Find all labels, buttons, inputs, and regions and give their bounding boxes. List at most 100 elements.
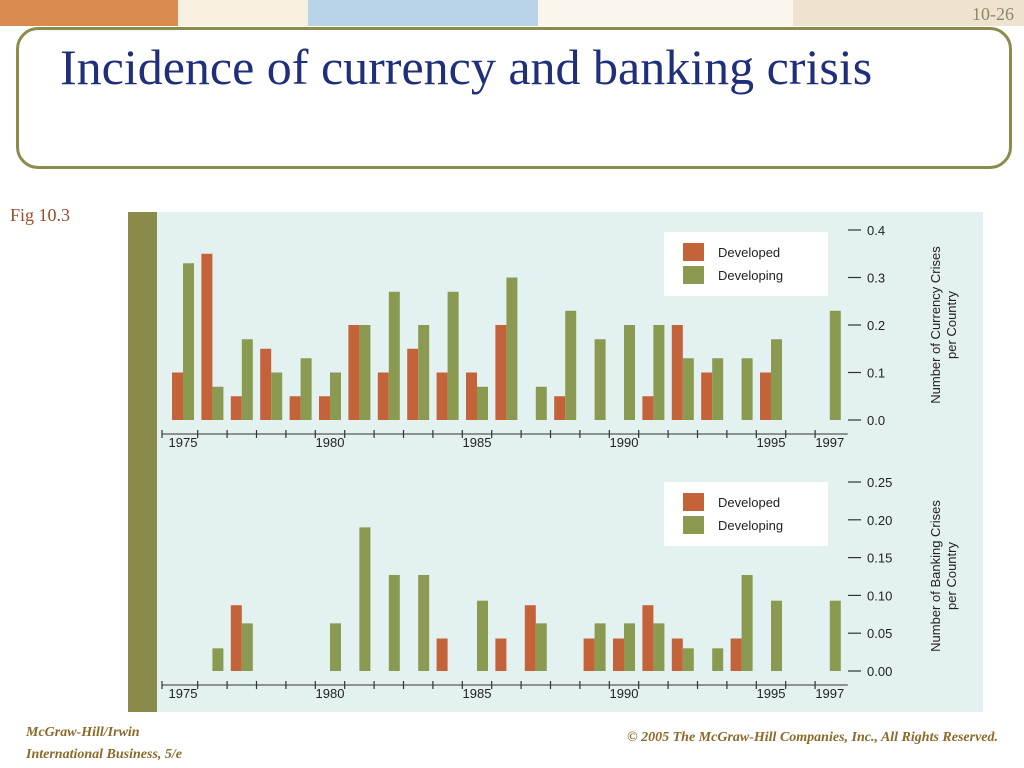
bar-currency-developing-1975 <box>183 263 194 420</box>
bar-currency-developing-1983 <box>418 325 430 420</box>
y-tick-label: 0.4 <box>867 223 885 238</box>
bar-banking-developed-1986 <box>495 638 507 671</box>
bar-currency-developed-1986 <box>495 325 507 420</box>
x-tick-label: 1985 <box>463 435 492 450</box>
bar-currency-developing-1979 <box>300 358 312 420</box>
header-strip-blue <box>308 0 538 26</box>
bar-banking-developed-1989 <box>583 638 595 671</box>
bar-currency-developed-1984 <box>436 372 448 420</box>
legend-label-developed: Developed <box>718 495 780 510</box>
bar-banking-developing-1982 <box>388 574 400 671</box>
bar-banking-developing-1997 <box>829 600 841 671</box>
bar-currency-developed-1977 <box>230 396 242 420</box>
footer-copyright: © 2005 The McGraw-Hill Companies, Inc., … <box>627 730 998 745</box>
legend-swatch-developing <box>683 516 704 534</box>
x-tick-label: 1980 <box>316 435 345 450</box>
bar-currency-developed-1975 <box>172 372 183 420</box>
legend-swatch-developed <box>683 493 704 511</box>
legend-label-developing: Developing <box>718 518 783 533</box>
bar-currency-developing-1995 <box>771 339 782 420</box>
x-tick-label: 1997 <box>815 686 844 701</box>
y-axis-label: Number of Banking Crises per Country <box>928 500 959 652</box>
legend-box <box>664 232 828 296</box>
bar-currency-developing-1986 <box>506 277 518 420</box>
y-tick-label: 0.05 <box>867 626 892 641</box>
bar-banking-developed-1990 <box>613 638 624 671</box>
slide-title: Incidence of currency and banking crisis <box>60 39 873 95</box>
bar-currency-developing-1976 <box>212 386 224 420</box>
bar-banking-developed-1977 <box>230 605 242 671</box>
bar-banking-developed-1984 <box>436 638 448 671</box>
x-tick-label: 1985 <box>463 686 492 701</box>
legend: Developed Developing <box>664 482 828 546</box>
footer-publisher-line2: International Business, 5/e <box>26 747 182 762</box>
y-axis-label-line1: Number of Banking Crises <box>928 500 943 652</box>
bar-banking-developing-1987 <box>535 623 547 671</box>
bar-currency-developed-1991 <box>642 396 654 420</box>
bar-banking-developing-1990 <box>624 623 635 671</box>
x-tick-label: 1995 <box>757 435 786 450</box>
bar-currency-developed-1979 <box>289 396 301 420</box>
bar-currency-developing-1991 <box>653 325 665 420</box>
bar-banking-developing-1995 <box>771 600 782 671</box>
y-tick-label: 0.15 <box>867 551 892 566</box>
bar-banking-developed-1994 <box>730 638 742 671</box>
x-tick-label: 1975 <box>169 686 198 701</box>
legend-box <box>664 482 828 546</box>
bar-currency-developing-1981 <box>359 325 371 420</box>
x-tick-label: 1975 <box>169 435 198 450</box>
header-strip-orange <box>0 0 178 26</box>
y-axis-label: Number of Currency Crises per Country <box>928 246 959 404</box>
bar-banking-developing-1989 <box>594 623 606 671</box>
legend-swatch-developing <box>683 266 704 284</box>
x-tick-label: 1997 <box>815 435 844 450</box>
title-box <box>16 27 1012 169</box>
bar-banking-developing-1992 <box>682 648 694 671</box>
bar-currency-developed-1983 <box>407 348 419 420</box>
bar-currency-developing-1982 <box>388 291 400 420</box>
bar-currency-developed-1995 <box>760 372 771 420</box>
bar-banking-developed-1987 <box>524 605 536 671</box>
bar-currency-developed-1993 <box>701 372 713 420</box>
bar-banking-developing-1993 <box>712 648 724 671</box>
bar-currency-developing-1997 <box>829 310 841 420</box>
y-axis-label-line2: per Country <box>944 542 959 610</box>
bar-currency-developing-1992 <box>682 358 694 420</box>
y-tick-label: 0.2 <box>867 318 885 333</box>
bar-banking-developing-1976 <box>212 648 224 671</box>
y-tick-label: 0.00 <box>867 664 892 679</box>
bar-banking-developing-1985 <box>477 600 488 671</box>
bar-currency-developed-1976 <box>201 253 213 420</box>
bar-banking-developing-1977 <box>241 623 253 671</box>
x-tick-label: 1990 <box>610 435 639 450</box>
bar-banking-developed-1992 <box>671 638 683 671</box>
x-tick-label: 1980 <box>316 686 345 701</box>
bar-currency-developing-1985 <box>477 386 488 420</box>
y-axis-label-line1: Number of Currency Crises <box>928 246 943 404</box>
footer-publisher-line1: McGraw-Hill/Irwin <box>26 725 140 740</box>
x-tick-label: 1995 <box>757 686 786 701</box>
bar-banking-developing-1980 <box>330 623 341 671</box>
y-axis-label-line2: per Country <box>944 291 959 359</box>
bar-currency-developing-1994 <box>741 358 753 420</box>
bar-currency-developed-1978 <box>260 348 272 420</box>
bar-currency-developing-1980 <box>330 372 341 420</box>
crises-chart: 1975 1980 1985 1990 1995 1997 0.0 0.1 0.2 0.3 0.4 N… <box>128 212 983 712</box>
y-tick-label: 0.1 <box>867 366 885 381</box>
bar-currency-developing-1984 <box>447 291 459 420</box>
legend-label-developed: Developed <box>718 245 780 260</box>
header-strip-light <box>538 0 793 26</box>
bar-currency-developed-1981 <box>348 325 360 420</box>
x-tick-label: 1990 <box>610 686 639 701</box>
y-tick-label: 0.25 <box>867 475 892 490</box>
header-strip-tan <box>793 0 1024 26</box>
chart-background <box>128 212 983 712</box>
bar-currency-developing-1977 <box>241 339 253 420</box>
bar-banking-developing-1981 <box>359 527 371 671</box>
header-strip-cream <box>178 0 308 26</box>
y-tick-label: 0.10 <box>867 588 892 603</box>
bar-currency-developed-1985 <box>466 372 477 420</box>
footer-publisher: McGraw-Hill/Irwin International Business… <box>26 722 182 766</box>
figure-panel: 1975 1980 1985 1990 1995 1997 0.0 0.1 0.2 0.3 0.4 N… <box>128 212 983 712</box>
bar-currency-developing-1989 <box>594 339 606 420</box>
